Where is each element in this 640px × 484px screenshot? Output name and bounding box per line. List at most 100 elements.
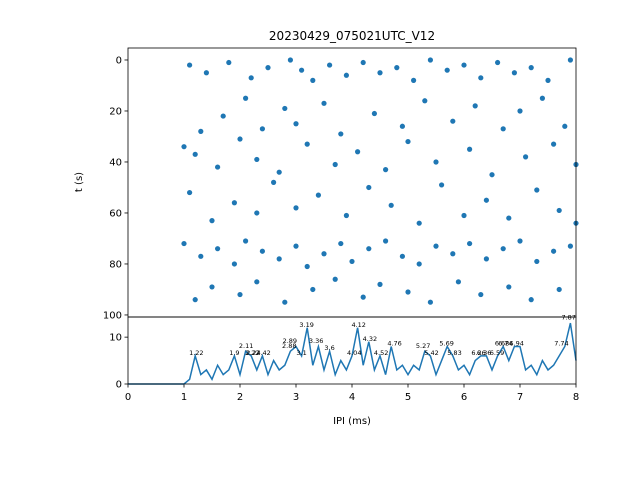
peak-annotation: 6.68 [495,340,509,348]
y-axis-label: t (s) [74,172,85,192]
scatter-point [304,141,310,147]
scatter-point [360,59,366,66]
scatter-point [433,159,439,165]
scatter-point [366,246,372,252]
scatter-point [483,197,489,203]
peak-annotation: 4.04 [347,349,361,357]
scatter-point [181,144,187,150]
scatter-point [265,65,271,71]
scatter-point [567,243,574,249]
x-tick-label: 6 [461,392,467,403]
scatter-point [405,138,411,145]
scatter-point [215,164,221,170]
scatter-point [282,105,288,112]
scatter-point [399,123,405,129]
peak-annotation: 4.32 [363,335,377,343]
scatter-point [534,258,540,265]
peak-annotation: 2.11 [239,342,253,350]
x-tick-label: 3 [293,392,299,403]
line-series [128,322,577,385]
scatter-point [472,103,478,109]
scatter-point [422,98,428,104]
y-tick-label: 0 [116,380,122,391]
y-tick-label: 40 [109,157,122,168]
peak-annotation: 4.76 [387,340,401,348]
peak-annotation: 3.1 [296,349,306,357]
x-tick-label: 1 [181,392,187,403]
scatter-point [551,141,557,147]
scatter-point [254,210,260,216]
scatter-point [276,169,282,175]
scatter-point [332,161,338,168]
scatter-point [321,100,327,106]
scatter-point [433,243,439,249]
scatter-point [506,284,512,290]
scatter-point [427,299,433,305]
scatter-point [276,256,282,262]
peak-annotation: 3.19 [299,321,313,329]
peak-annotation: 3.36 [309,337,323,345]
x-tick-label: 7 [517,392,523,403]
scatter-point [209,284,215,290]
y-tick-label: 20 [109,106,122,117]
scatter-point [243,95,249,101]
peak-annotation: 6.94 [509,340,523,348]
scatter-point [231,200,237,206]
y-tick-label: 60 [109,208,122,219]
scatter-point [439,182,445,188]
scatter-point [187,62,193,68]
peak-annotation: 4.52 [374,349,388,357]
scatter-point [237,136,243,142]
scatter-point [271,179,277,185]
axes-frame [127,47,577,318]
scatter-point [495,59,501,66]
scatter-point [343,72,349,78]
scatter-point [209,218,215,224]
scatter-point [383,167,389,173]
scatter-point [371,110,377,117]
scatter-point [388,202,394,208]
scatter-point [343,212,349,219]
peak-annotation: 2.24 [246,349,260,357]
x-tick-label: 0 [125,392,131,403]
axes-frame [127,316,577,385]
scatter-point [198,128,204,134]
scatter-point [500,246,506,252]
peak-annotation: 2.22 [245,349,259,357]
peak-annotation: 5.27 [416,342,430,350]
scatter-point [338,240,344,247]
x-axis-label: IPI (ms) [333,416,371,427]
scatter-point [366,184,372,191]
scatter-point [355,149,361,155]
scatter-point [293,205,299,211]
peak-annotation: 1.22 [189,349,203,357]
scatter-point [523,154,529,160]
peak-annotation: 5.69 [439,340,453,348]
scatter-point [293,243,299,249]
scatter-point [287,57,293,63]
chart-title: 20230429_075021UTC_V12 [269,29,435,43]
scatter-point [215,246,221,252]
scatter-point [310,286,316,293]
x-tick-label: 5 [405,392,411,403]
scatter-point [416,220,422,226]
scatter-point [455,279,461,285]
scatter-point [377,70,383,76]
scatter-point [567,57,574,63]
scatter-point [360,294,366,300]
scatter-point [562,123,568,129]
scatter-point [511,70,517,76]
peak-annotation: 6.74 [498,340,512,348]
peak-annotation: 3.6 [324,344,334,352]
scatter-point [411,77,417,83]
peak-annotation: 6.59 [490,349,504,357]
scatter-point [478,75,484,81]
scatter-point [332,276,338,282]
scatter-point [243,238,249,244]
scatter-point [231,261,237,267]
scatter-point [226,59,232,66]
scatter-point [187,189,193,196]
peak-annotation: 2.89 [283,337,297,345]
peak-annotation: 5.83 [447,349,461,357]
